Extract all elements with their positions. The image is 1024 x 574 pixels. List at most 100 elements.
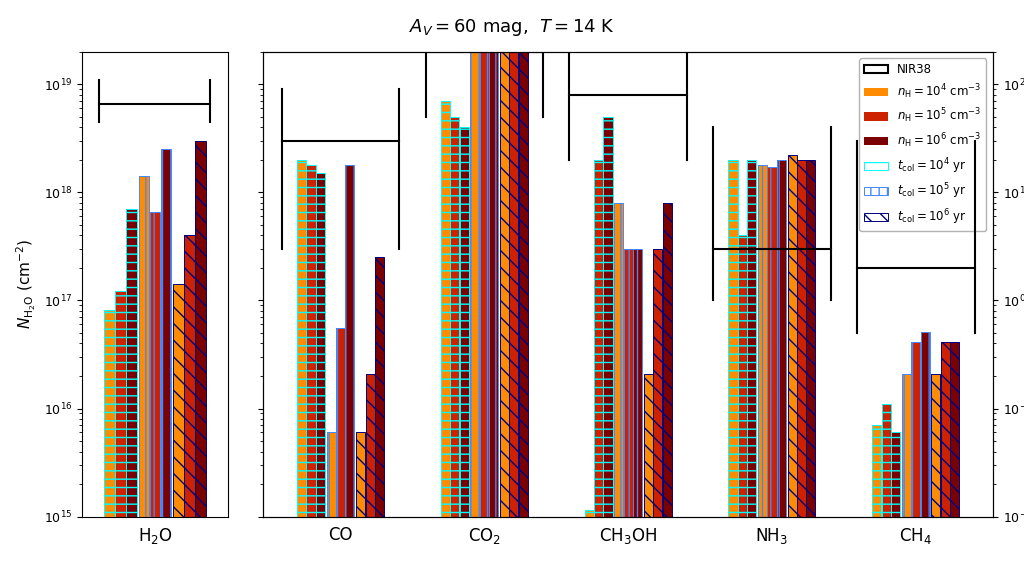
Bar (356, 432, 366, 517)
Bar (738, 235, 746, 517)
Bar (644, 374, 653, 517)
Bar (748, 160, 757, 517)
Bar (104, 311, 115, 517)
Bar (356, 432, 366, 517)
Bar (882, 404, 891, 517)
Bar (451, 117, 460, 517)
Bar (489, 0, 499, 517)
Bar (594, 160, 603, 517)
Bar (891, 432, 900, 517)
Bar (758, 165, 767, 517)
Bar (184, 235, 195, 517)
Bar (441, 101, 450, 517)
Bar (932, 374, 940, 517)
Bar (614, 203, 624, 517)
Bar (306, 165, 315, 517)
Bar (184, 235, 195, 517)
Bar (758, 165, 767, 517)
Bar (644, 374, 653, 517)
Bar (921, 332, 930, 517)
Bar (138, 176, 150, 517)
Bar (603, 117, 612, 517)
Bar (451, 117, 460, 517)
Bar (306, 165, 315, 517)
Bar (480, 0, 488, 517)
Bar (297, 160, 306, 517)
Bar (797, 160, 806, 517)
Bar (728, 160, 737, 517)
Bar (315, 173, 325, 517)
Bar (624, 249, 633, 517)
Bar (345, 165, 354, 517)
Text: $A_V = 60$ mag,  $T = 14$ K: $A_V = 60$ mag, $T = 14$ K (409, 17, 615, 38)
Bar (891, 432, 900, 517)
Bar (653, 249, 663, 517)
Bar (738, 235, 746, 517)
Y-axis label: $N_{\rm H_2O}$ (cm$^{-2}$): $N_{\rm H_2O}$ (cm$^{-2}$) (14, 239, 38, 329)
Bar (441, 101, 450, 517)
Bar (921, 332, 930, 517)
Bar (336, 328, 345, 517)
Bar (150, 212, 161, 517)
Bar (345, 165, 354, 517)
Bar (126, 209, 137, 517)
Bar (161, 149, 171, 517)
Bar (585, 510, 594, 517)
Bar (663, 203, 672, 517)
Bar (104, 311, 115, 517)
Bar (932, 374, 940, 517)
Bar (797, 160, 806, 517)
Bar (336, 328, 345, 517)
Bar (509, 0, 518, 517)
Bar (950, 342, 959, 517)
Bar (173, 284, 184, 517)
Bar (748, 160, 757, 517)
Bar (624, 249, 633, 517)
Bar (663, 203, 672, 517)
Bar (806, 160, 815, 517)
Bar (728, 160, 737, 517)
Bar (603, 117, 612, 517)
Bar (872, 425, 882, 517)
Bar (806, 160, 815, 517)
Bar (941, 342, 950, 517)
Bar (196, 141, 206, 517)
Bar (327, 432, 336, 517)
Bar (196, 141, 206, 517)
Bar (173, 284, 184, 517)
Bar (941, 342, 950, 517)
Bar (480, 0, 488, 517)
Bar (489, 0, 499, 517)
Bar (653, 249, 663, 517)
Bar (767, 168, 776, 517)
Bar (787, 155, 797, 517)
Bar (460, 127, 469, 517)
Bar (519, 0, 527, 517)
Bar (594, 160, 603, 517)
Bar (585, 510, 594, 517)
Bar (500, 0, 509, 517)
Bar (911, 342, 921, 517)
Bar (126, 209, 137, 517)
Bar (633, 249, 642, 517)
Bar (315, 173, 325, 517)
Bar (519, 0, 527, 517)
Bar (366, 374, 375, 517)
Bar (297, 160, 306, 517)
Bar (509, 0, 518, 517)
Bar (161, 149, 171, 517)
Bar (777, 160, 785, 517)
Bar (787, 155, 797, 517)
Bar (614, 203, 624, 517)
Bar (633, 249, 642, 517)
Legend: NIR38, $n_{\rm H} = 10^4$ cm$^{-3}$, $n_{\rm H} = 10^5$ cm$^{-3}$, $n_{\rm H} = : NIR38, $n_{\rm H} = 10^4$ cm$^{-3}$, $n_… (859, 59, 986, 231)
Bar (138, 176, 150, 517)
Bar (872, 425, 882, 517)
Bar (375, 257, 384, 517)
Bar (460, 127, 469, 517)
Bar (470, 0, 479, 517)
Bar (767, 168, 776, 517)
Bar (882, 404, 891, 517)
Bar (777, 160, 785, 517)
Bar (950, 342, 959, 517)
